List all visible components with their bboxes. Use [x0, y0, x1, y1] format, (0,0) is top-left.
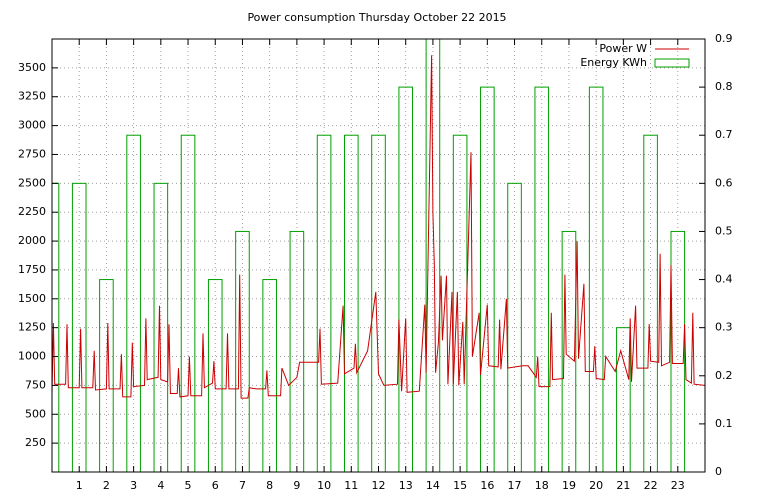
x-tick-label: 17	[508, 479, 522, 492]
energy-bar	[180, 134, 196, 472]
x-tick-label: 4	[157, 479, 164, 492]
x-tick-label: 18	[535, 479, 549, 492]
x-tick-label: 15	[453, 479, 467, 492]
chart-title: Power consumption Thursday October 22 20…	[247, 11, 506, 24]
energy-bar	[534, 86, 550, 472]
energy-bar	[289, 230, 305, 472]
y2-tick-label: 0.3	[715, 321, 733, 334]
x-tick-label: 2	[103, 479, 110, 492]
legend-label: Energy KWh	[580, 56, 647, 69]
y-tick-label: 750	[25, 378, 46, 391]
x-tick-label: 9	[293, 479, 300, 492]
y-tick-label: 2250	[18, 205, 46, 218]
y2-tick-label: 0.1	[715, 417, 733, 430]
plot-area	[52, 39, 705, 472]
y2-tick-label: 0.8	[715, 80, 733, 93]
energy-bar	[643, 134, 658, 472]
y2-tick-label: 0.5	[715, 224, 733, 237]
energy-bar	[126, 134, 141, 472]
x-tick-label: 14	[426, 479, 440, 492]
energy-bar	[343, 134, 359, 472]
y2-tick-label: 0.6	[715, 176, 733, 189]
y2-tick-label: 0.2	[715, 369, 733, 382]
y2-tick-label: 0	[715, 465, 722, 478]
y-tick-label: 3250	[18, 90, 46, 103]
x-tick-label: 13	[399, 479, 413, 492]
energy-bar	[425, 39, 441, 472]
energy-bar	[480, 86, 495, 472]
grid	[52, 39, 705, 472]
x-tick-label: 19	[562, 479, 576, 492]
y-tick-label: 250	[25, 436, 46, 449]
energy-bar	[398, 86, 414, 472]
x-tick-label: 16	[480, 479, 494, 492]
x-tick-label: 1	[76, 479, 83, 492]
x-tick-label: 8	[266, 479, 273, 492]
y2-tick-label: 0.9	[715, 32, 733, 45]
energy-bar	[235, 230, 250, 472]
energy-bar	[561, 230, 577, 472]
y2-tick-label: 0.7	[715, 128, 733, 141]
y2-tick-label: 0.4	[715, 273, 733, 286]
x-tick-label: 11	[344, 479, 358, 492]
y-tick-label: 1250	[18, 321, 46, 334]
x-tick-label: 5	[185, 479, 192, 492]
y-tick-label: 2000	[18, 234, 46, 247]
energy-bar	[670, 230, 686, 472]
y-tick-label: 3500	[18, 61, 46, 74]
y-tick-label: 500	[25, 407, 46, 420]
legend-label: Power W	[599, 42, 647, 55]
energy-bar	[371, 134, 386, 472]
x-tick-label: 10	[317, 479, 331, 492]
y-tick-label: 2500	[18, 176, 46, 189]
x-tick-label: 20	[589, 479, 603, 492]
x-tick-label: 21	[616, 479, 630, 492]
x-tick-label: 6	[212, 479, 219, 492]
x-tick-label: 23	[671, 479, 685, 492]
power-line	[52, 55, 705, 399]
x-tick-label: 12	[372, 479, 386, 492]
energy-bar	[588, 86, 604, 472]
energy-bar	[316, 134, 332, 472]
y-tick-label: 1750	[18, 263, 46, 276]
x-tick-label: 22	[644, 479, 658, 492]
y-tick-label: 2750	[18, 147, 46, 160]
y-tick-label: 3000	[18, 119, 46, 132]
x-tick-label: 3	[130, 479, 137, 492]
y-tick-label: 1000	[18, 350, 46, 363]
y-tick-label: 1500	[18, 292, 46, 305]
legend-swatch	[654, 58, 690, 68]
x-tick-label: 7	[239, 479, 246, 492]
